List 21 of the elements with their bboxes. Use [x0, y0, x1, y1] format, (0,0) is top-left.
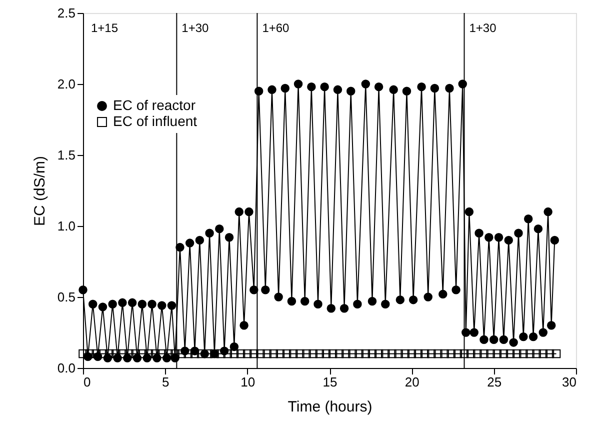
x-tick-label: 5	[162, 374, 170, 390]
annotation: 1+60	[262, 21, 290, 35]
x-axis-title: Time (hours)	[288, 398, 372, 416]
x-tick-label: 30	[562, 374, 576, 390]
x-tick-label: 10	[240, 374, 256, 390]
legend-label: EC of influent	[113, 113, 198, 129]
y-tick-label: 0.5	[57, 290, 76, 304]
x-tick-label: 15	[322, 374, 338, 390]
y-tick-label: 2.5	[57, 6, 76, 20]
x-tick-label: 20	[404, 374, 420, 390]
legend-label: EC of reactor	[113, 97, 196, 113]
annotation: 1+30	[182, 21, 210, 35]
y-tick-label: 1.5	[57, 148, 76, 162]
y-tick-label: 0.0	[57, 360, 76, 376]
annotation: 1+15	[91, 21, 118, 35]
y-tick-label: 1.0	[57, 218, 76, 234]
y-tick-label: 2.0	[57, 76, 76, 92]
x-tick-label: 0	[84, 374, 91, 390]
x-tick-label: 25	[487, 374, 502, 390]
y-axis-title: EC (dS/m)	[31, 156, 48, 226]
annotation: 1+30	[469, 21, 497, 35]
